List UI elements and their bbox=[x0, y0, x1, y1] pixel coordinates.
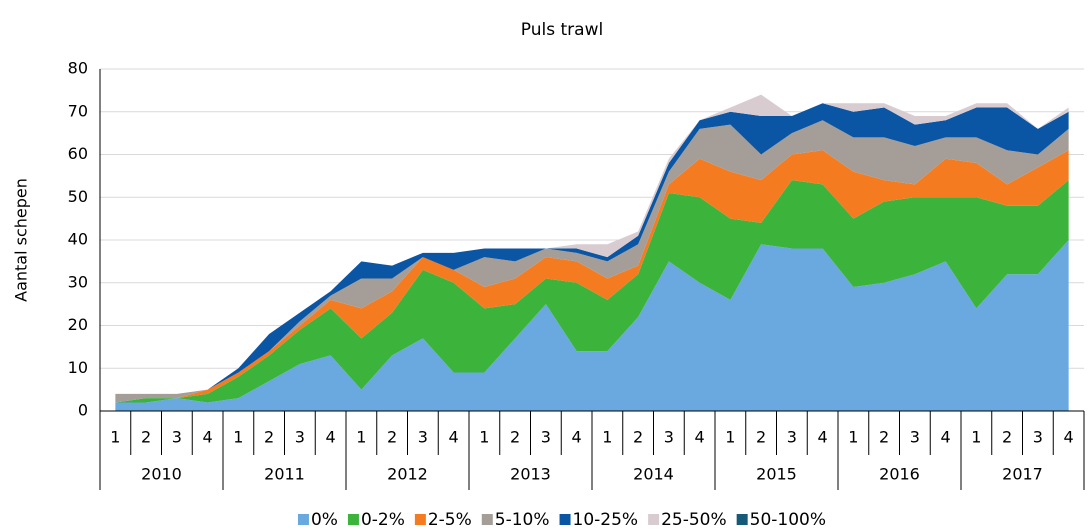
x-tick-label: 3 bbox=[910, 428, 920, 447]
x-tick-label: 4 bbox=[326, 428, 336, 447]
x-group-label: 2016 bbox=[879, 465, 920, 484]
x-tick-label: 4 bbox=[203, 428, 213, 447]
area bbox=[115, 180, 1069, 403]
x-tick-label: 4 bbox=[818, 428, 828, 447]
legend-label: 5-10% bbox=[495, 510, 550, 530]
x-tick-label: 1 bbox=[233, 428, 243, 447]
x-group-label: 2010 bbox=[141, 465, 182, 484]
area bbox=[115, 94, 1069, 394]
legend-label: 0-2% bbox=[361, 510, 405, 530]
x-group-label: 2017 bbox=[1002, 465, 1043, 484]
legend-label: 2-5% bbox=[428, 510, 472, 530]
legend-swatch bbox=[559, 514, 571, 525]
area bbox=[115, 120, 1069, 403]
x-tick-label: 2 bbox=[879, 428, 889, 447]
y-tick-label: 20 bbox=[68, 315, 88, 334]
y-tick-label: 10 bbox=[68, 358, 88, 377]
x-tick-label: 1 bbox=[971, 428, 981, 447]
x-tick-label: 1 bbox=[356, 428, 366, 447]
y-tick-label: 30 bbox=[68, 272, 88, 291]
legend-label: 0% bbox=[311, 510, 338, 530]
x-tick-label: 1 bbox=[848, 428, 858, 447]
legend-swatch bbox=[297, 514, 309, 525]
x-tick-label: 3 bbox=[418, 428, 428, 447]
x-tick-label: 2 bbox=[264, 428, 274, 447]
y-tick-label: 50 bbox=[68, 187, 88, 206]
legend-label: 10-25% bbox=[573, 510, 639, 530]
legend-label: 25-50% bbox=[661, 510, 727, 530]
legend-swatch bbox=[347, 514, 359, 525]
legend-swatch bbox=[414, 514, 426, 525]
legend-swatch bbox=[736, 514, 748, 525]
x-group-label: 2014 bbox=[633, 465, 674, 484]
x-tick-label: 1 bbox=[725, 428, 735, 447]
x-tick-label: 4 bbox=[572, 428, 582, 447]
x-tick-label: 3 bbox=[295, 428, 305, 447]
y-tick-label: 40 bbox=[68, 230, 88, 249]
x-tick-label: 4 bbox=[941, 428, 951, 447]
x-tick-label: 2 bbox=[387, 428, 397, 447]
legend-swatch bbox=[648, 514, 660, 525]
legend-swatch bbox=[481, 514, 493, 525]
x-tick-label: 1 bbox=[479, 428, 489, 447]
chart-title: Puls trawl bbox=[521, 20, 603, 40]
y-axis-label: Aantal schepen bbox=[12, 178, 31, 302]
x-tick-label: 4 bbox=[1064, 428, 1074, 447]
x-tick-label: 1 bbox=[110, 428, 120, 447]
y-tick-label: 60 bbox=[68, 144, 88, 163]
x-group-label: 2013 bbox=[510, 465, 551, 484]
x-tick-label: 2 bbox=[141, 428, 151, 447]
x-tick-label: 2 bbox=[756, 428, 766, 447]
x-tick-label: 2 bbox=[510, 428, 520, 447]
x-tick-label: 3 bbox=[1033, 428, 1043, 447]
x-tick-label: 3 bbox=[787, 428, 797, 447]
x-tick-label: 4 bbox=[695, 428, 705, 447]
y-tick-label: 70 bbox=[68, 101, 88, 120]
x-group-label: 2015 bbox=[756, 465, 797, 484]
x-tick-label: 2 bbox=[1002, 428, 1012, 447]
area bbox=[115, 240, 1069, 411]
x-group-label: 2011 bbox=[264, 465, 305, 484]
area bbox=[115, 103, 1069, 394]
x-tick-label: 3 bbox=[172, 428, 182, 447]
y-tick-label: 0 bbox=[78, 401, 88, 420]
x-tick-label: 1 bbox=[602, 428, 612, 447]
x-tick-label: 4 bbox=[449, 428, 459, 447]
x-group-label: 2012 bbox=[387, 465, 428, 484]
legend-label: 50-100% bbox=[750, 510, 826, 530]
x-tick-label: 2 bbox=[633, 428, 643, 447]
x-tick-label: 3 bbox=[541, 428, 551, 447]
area bbox=[115, 150, 1069, 403]
x-tick-label: 3 bbox=[664, 428, 674, 447]
y-tick-label: 80 bbox=[68, 59, 88, 78]
